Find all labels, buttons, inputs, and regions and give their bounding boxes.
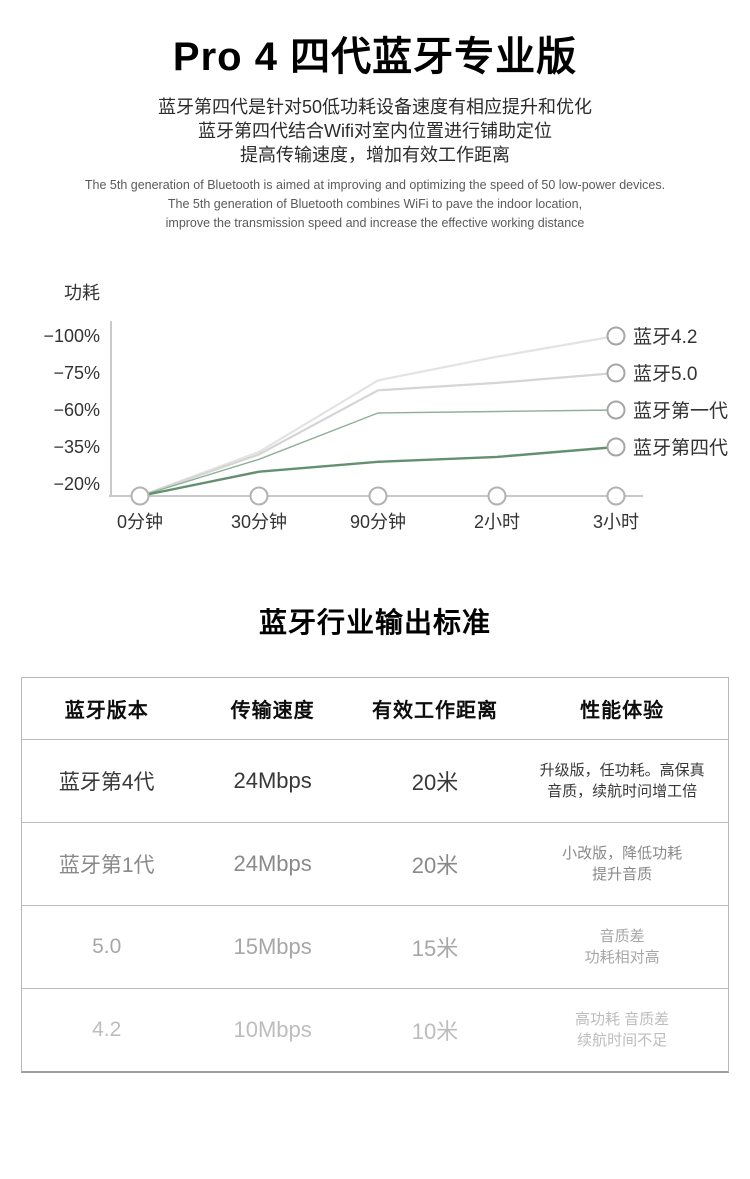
subtitle-line: 蓝牙第四代结合Wifi对室内位置进行铺助定位: [198, 121, 552, 141]
table-row: 蓝牙第4代 24Mbps 20米 升级版，任功耗。高保真 音质，续航时问增工倍: [22, 739, 728, 823]
series-line-蓝牙4.2: [138, 334, 618, 498]
y-tick-label: −100%: [43, 326, 100, 346]
table-row: 蓝牙第1代 24Mbps 20米 小改版，降低功耗 提升音质: [22, 822, 728, 906]
x-tick-label: 2小时: [474, 512, 520, 532]
cell-version: 蓝牙第4代: [22, 739, 192, 823]
table-row: 5.0 15Mbps 15米 音质差 功耗相对高: [22, 905, 728, 989]
cell-performance: 升级版，任功耗。高保真 音质，续航时问增工倍: [516, 739, 728, 823]
product-subtitle-en: The 5th generation of Bluetooth is aimed…: [0, 176, 750, 233]
cell-speed: 10Mbps: [191, 988, 354, 1071]
cell-distance: 20米: [353, 822, 517, 906]
column-header: 蓝牙版本: [64, 700, 149, 722]
y-axis-label: 功耗: [64, 283, 100, 303]
cell-speed: 24Mbps: [191, 822, 354, 906]
series-line-蓝牙5.0: [138, 371, 618, 498]
cell-version: 4.2: [22, 988, 192, 1071]
cell-speed: 15Mbps: [191, 905, 354, 989]
bluetooth-spec-table: 蓝牙版本 传输速度 有效工作距离 性能体验 蓝牙第4代 24Mbps 20米 升级版，任功耗…: [21, 677, 729, 1073]
cell-distance: 20米: [353, 739, 517, 823]
x-tick-label: 30分钟: [231, 512, 287, 532]
product-subtitle-zh: 蓝牙第四代是针对50低功耗设备速度有相应提升和优化 蓝牙第四代结合Wifi对室内…: [0, 95, 750, 167]
column-header: 有效工作距离: [372, 700, 498, 722]
subtitle-en-line: The 5th generation of Bluetooth combines…: [167, 197, 583, 211]
cell-performance: 高功耗 音质差 续航时间不足: [516, 988, 728, 1071]
subtitle-en-line: improve the transmission speed and incre…: [165, 216, 585, 230]
x-tick-label: 3小时: [593, 512, 639, 532]
table-header-row: 蓝牙版本 传输速度 有效工作距离 性能体验: [22, 678, 728, 740]
series-end-marker: [606, 437, 626, 457]
subtitle-line: 蓝牙第四代是针对50低功耗设备速度有相应提升和优化: [157, 97, 593, 117]
y-tick-label: −35%: [53, 437, 100, 457]
series-end-marker: [606, 326, 626, 346]
series-end-marker: [606, 400, 626, 420]
cell-speed: 24Mbps: [191, 739, 354, 823]
y-tick-label: −20%: [53, 474, 100, 494]
series-line-蓝牙第四代: [138, 445, 618, 498]
subtitle-en-line: The 5th generation of Bluetooth is aimed…: [84, 178, 666, 192]
cell-performance: 小改版，降低功耗 提升音质: [516, 822, 728, 906]
x-tick-label: 90分钟: [350, 512, 406, 532]
x-axis-marker: [368, 486, 388, 506]
x-axis-marker: [606, 486, 626, 506]
legend-label: 蓝牙第一代: [633, 400, 728, 422]
x-tick-label: 0分钟: [117, 512, 163, 532]
cell-distance: 10米: [353, 988, 517, 1071]
cell-version: 蓝牙第1代: [22, 822, 192, 906]
legend-label: 蓝牙5.0: [633, 363, 697, 385]
column-header: 性能体验: [580, 700, 665, 722]
legend-label: 蓝牙4.2: [633, 326, 697, 348]
page-title: Pro 4 四代蓝牙专业版: [172, 35, 578, 79]
power-consumption-line-chart: 功耗 −100% −75% −60% −35% −20% 0分钟 30分钟 90分钟 2小时 3小时…: [43, 283, 728, 532]
section-title: 蓝牙行业输出标准: [258, 607, 491, 638]
x-axis-marker: [487, 486, 507, 506]
cell-distance: 15米: [353, 905, 517, 989]
column-header: 传输速度: [230, 700, 315, 722]
x-axis-marker: [130, 486, 150, 506]
y-tick-label: −60%: [53, 400, 100, 420]
series-line-蓝牙第一代: [139, 409, 617, 497]
legend-label: 蓝牙第四代: [633, 437, 728, 459]
cell-version: 5.0: [22, 905, 192, 989]
x-axis-marker: [249, 486, 269, 506]
y-tick-label: −75%: [53, 363, 100, 383]
series-end-marker: [606, 363, 626, 383]
table-row: 4.2 10Mbps 10米 高功耗 音质差 续航时间不足: [22, 988, 728, 1071]
subtitle-line: 提高传输速度，增加有效工作距离: [240, 145, 510, 165]
cell-performance: 音质差 功耗相对高: [516, 905, 728, 989]
